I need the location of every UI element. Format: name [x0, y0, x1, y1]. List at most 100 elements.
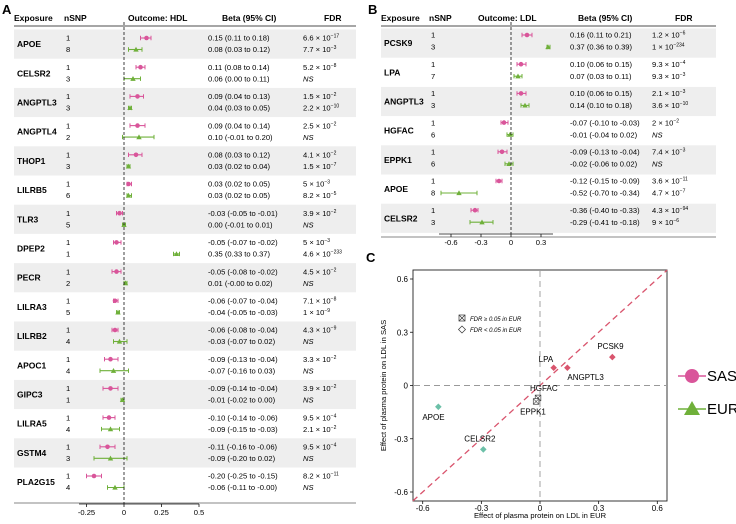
hdl-fdr-exponent: −10	[331, 104, 340, 110]
ldl-exposure-label: ANGPTL3	[384, 97, 424, 107]
ldl-point-eur	[545, 44, 551, 50]
hdl-beta-ci: -0.09 (-0.14 to -0.04)	[208, 384, 278, 393]
hdl-nsnp: 3	[66, 162, 70, 171]
hdl-point-eur	[107, 426, 114, 432]
hdl-point-sas	[91, 473, 97, 479]
ldl-row-band	[381, 86, 716, 117]
hdl-beta-ci: 0.03 (0.02 to 0.05)	[208, 191, 271, 200]
hdl-point-sas	[114, 269, 119, 274]
ldl-fdr-exponent: −10	[680, 101, 689, 107]
ldl-fdr: 4.7 × 10−7	[652, 189, 686, 198]
ldl-point-eur	[515, 73, 521, 79]
panel-a-header-exposure: Exposure	[14, 13, 53, 23]
ldl-point-sas	[518, 91, 524, 96]
hdl-point-eur	[173, 251, 180, 257]
ldl-fdr-exponent: −2	[673, 118, 679, 124]
ldl-exposure-label: HGFAC	[384, 126, 414, 136]
hdl-fdr-exponent: −2	[331, 355, 337, 361]
hdl-point-sas	[105, 444, 110, 450]
hdl-exposure-label: PLA2G15	[17, 477, 55, 487]
ldl-fdr: 9.3 × 10−4	[652, 60, 686, 69]
ldl-nsnp: 1	[431, 177, 435, 186]
ldl-fdr: 1 × 10−234	[652, 43, 685, 52]
ldl-nsnp: 1	[431, 60, 435, 69]
hdl-nsnp: 3	[66, 454, 70, 463]
hdl-nsnp: 1	[66, 472, 70, 481]
ldl-fdr-exponent: −3	[680, 89, 686, 95]
hdl-point-sas	[117, 210, 122, 216]
hdl-beta-ci: -0.03 (-0.05 to -0.01)	[208, 209, 278, 218]
hdl-fdr-exponent: −233	[331, 250, 342, 256]
ldl-fdr-exponent: −3	[680, 148, 686, 154]
hdl-fdr: 5 × 10−3	[303, 180, 330, 189]
hdl-point-eur	[130, 76, 136, 81]
ldl-beta-ci: 0.07 (0.03 to 0.11)	[570, 72, 632, 81]
scatter-x-tick-label: 0.6	[652, 504, 664, 513]
legend-eur-triangle-icon	[684, 401, 700, 415]
hdl-fdr-exponent: −2	[331, 425, 337, 431]
panel-b-header-fdr: FDR	[675, 13, 692, 23]
hdl-beta-ci: -0.05 (-0.08 to -0.02)	[208, 267, 278, 276]
hdl-fdr: NS	[303, 279, 314, 288]
hdl-fdr: 4.6 × 10−233	[303, 250, 342, 259]
hdl-point-eur	[119, 397, 126, 403]
ldl-nsnp: 3	[431, 218, 435, 227]
hdl-row-band	[14, 321, 356, 351]
ldl-point-eur	[456, 190, 462, 196]
hdl-beta-ci: -0.10 (-0.14 to -0.06)	[208, 413, 278, 422]
hdl-beta-ci: 0.08 (0.03 to 0.12)	[208, 45, 271, 54]
panel-b-header-exposure: Exposure	[381, 13, 420, 23]
hdl-beta-ci: 0.08 (0.03 to 0.12)	[208, 151, 271, 160]
ldl-fdr: 7.4 × 10−3	[652, 148, 686, 157]
hdl-fdr-exponent: −7	[331, 162, 337, 168]
ldl-beta-ci: 0.10 (0.06 to 0.15)	[570, 89, 633, 98]
ldl-nsnp: 1	[431, 31, 435, 40]
legend-sas-label: SAS	[707, 368, 736, 385]
hdl-exposure-label: APOE	[17, 39, 41, 49]
hdl-x-tick-label: 0	[122, 508, 126, 517]
panel-c-label: C	[366, 250, 376, 265]
hdl-point-sas	[135, 94, 140, 99]
ldl-nsnp: 7	[431, 72, 435, 81]
panel-a-label: A	[2, 2, 12, 17]
hdl-row-band	[14, 263, 356, 293]
hdl-fdr: NS	[303, 133, 314, 142]
series-legend: SAS EUR	[678, 368, 736, 418]
hdl-nsnp: 1	[66, 326, 70, 335]
ldl-fdr: 1.2 × 10−6	[652, 31, 686, 40]
hdl-fdr-exponent: −8	[331, 297, 337, 303]
ldl-point-eur	[507, 131, 513, 137]
hdl-exposure-label: LILRB2	[17, 331, 47, 341]
ldl-row-band	[381, 203, 716, 233]
hdl-beta-ci: 0.04 (0.03 to 0.05)	[208, 104, 271, 113]
hdl-beta-ci: -0.06 (-0.08 to -0.04)	[208, 326, 278, 335]
ldl-fdr: 2 × 10−2	[652, 118, 679, 127]
hdl-fdr: 9.5 × 10−4	[303, 443, 337, 452]
hdl-point-eur	[125, 192, 132, 198]
ldl-beta-ci: -0.29 (-0.41 to -0.18)	[570, 218, 640, 227]
ldl-row-band	[381, 145, 716, 175]
hdl-beta-ci: 0.35 (0.33 to 0.37)	[208, 250, 271, 259]
ldl-exposure-label: EPPK1	[384, 155, 412, 165]
hdl-nsnp: 1	[66, 209, 70, 218]
hdl-fdr: 4.5 × 10−2	[303, 267, 337, 276]
hdl-point-sas	[108, 356, 113, 362]
hdl-exposure-label: PECR	[17, 273, 41, 283]
hdl-fdr: 1.5 × 10−7	[303, 162, 337, 171]
ldl-x-tick-label: 0	[509, 238, 513, 247]
hdl-nsnp: 1	[66, 443, 70, 452]
hdl-point-sas	[108, 386, 113, 391]
ldl-point-eur	[479, 219, 485, 225]
hdl-fdr: 8.2 × 10−11	[303, 472, 339, 481]
hdl-fdr-exponent: −9	[324, 308, 330, 314]
panel-b-forest-ldl: B Exposure nSNP Outcome: LDL Beta (95% C…	[368, 2, 716, 247]
hdl-nsnp: 4	[66, 425, 70, 434]
panel-b-header-outcome: Outcome: LDL	[478, 13, 537, 23]
hdl-point-sas	[112, 327, 118, 333]
hdl-point-sas	[144, 35, 149, 41]
hdl-nsnp: 2	[66, 133, 70, 142]
hdl-beta-ci: 0.01 (-0.00 to 0.02)	[208, 279, 273, 288]
hdl-point-sas	[135, 123, 140, 128]
hdl-nsnp: 2	[66, 279, 70, 288]
panel-a-header-nsnp: nSNP	[64, 13, 87, 23]
